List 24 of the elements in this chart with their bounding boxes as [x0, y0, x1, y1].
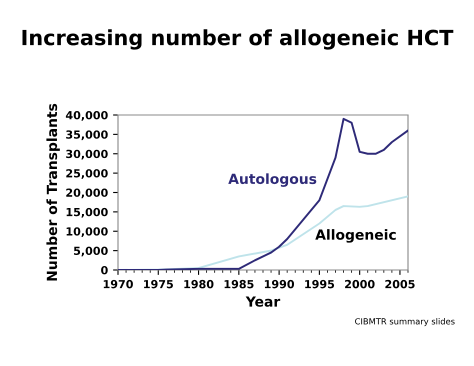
- y-tick-label: 0: [101, 266, 108, 274]
- x-tick-label: 2000: [345, 280, 375, 288]
- y-axis-title: Number of Transplants: [46, 104, 60, 281]
- x-tick-label: 1970: [104, 280, 133, 288]
- y-tick-label: 40,000: [66, 110, 108, 121]
- series-label: Allogeneic: [315, 229, 396, 243]
- chart-title: Increasing number of allogeneic HCT: [22, 29, 454, 50]
- series-label: Autologous: [228, 173, 316, 187]
- y-tick-label: 5,000: [74, 246, 108, 256]
- y-tick-label: 10,000: [66, 227, 108, 238]
- x-tick-label: 1990: [264, 280, 294, 288]
- x-tick-label: 2005: [385, 280, 415, 288]
- x-tick-label: 1995: [305, 280, 334, 288]
- x-axis-title: Year: [246, 296, 280, 307]
- y-tick-label: 25,000: [66, 169, 108, 179]
- y-tick-label: 15,000: [66, 208, 108, 218]
- y-tick-label: 20,000: [66, 188, 108, 198]
- line-series: [118, 118, 408, 270]
- text: CIBMTR summary slides: [355, 318, 455, 326]
- x-tick-label: 1975: [144, 280, 173, 288]
- y-tick-label: 30,000: [66, 150, 108, 160]
- y-tick-label: 35,000: [66, 130, 108, 140]
- x-tick-label: 1985: [224, 280, 254, 288]
- x-tick-label: 1980: [184, 280, 214, 288]
